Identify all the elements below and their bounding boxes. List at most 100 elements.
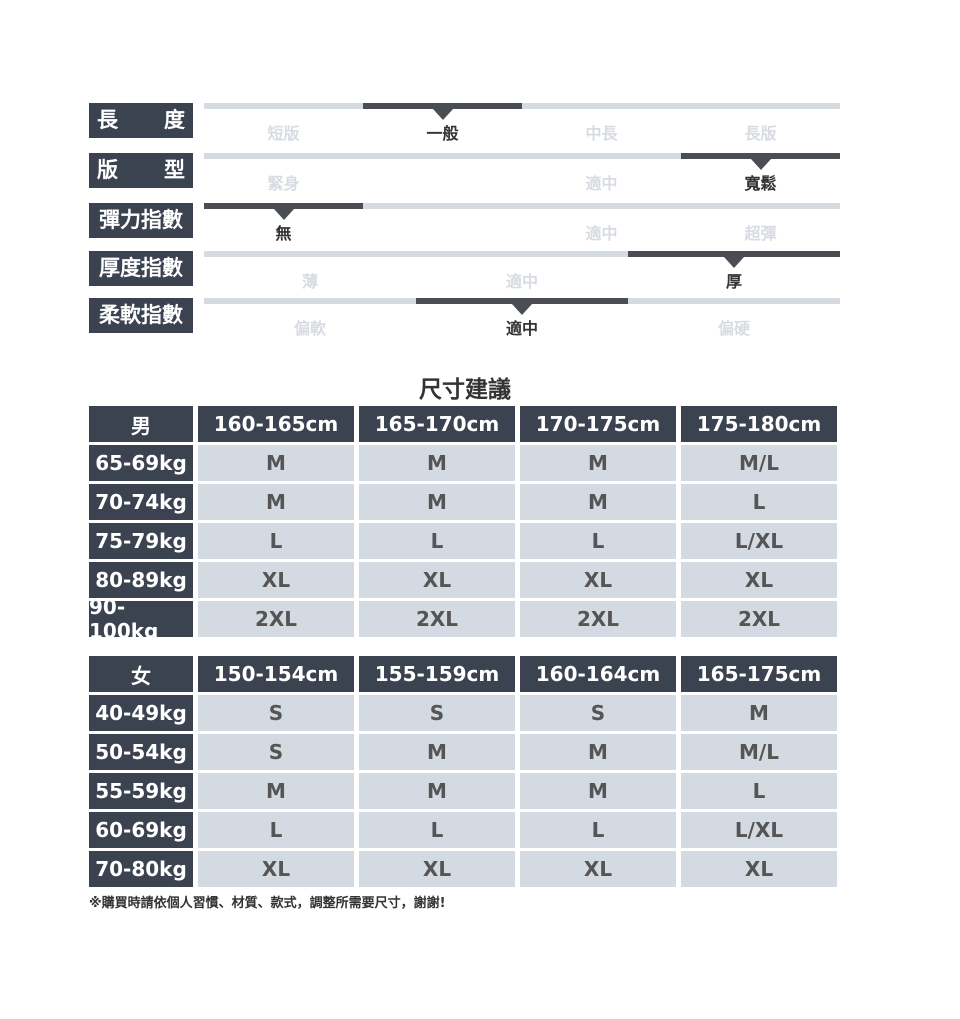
attribute-option: 偏軟	[293, 319, 327, 338]
table-row: 70-74kg M M M L	[89, 484, 837, 520]
weight-label: 65-69kg	[89, 445, 193, 481]
size-cell: M	[520, 773, 676, 809]
height-header: 160-164cm	[520, 656, 676, 692]
selected-segment	[681, 153, 840, 170]
attribute-label: 長度	[89, 103, 193, 138]
selected-segment	[628, 251, 840, 268]
table-row: 90-100kg 2XL 2XL 2XL 2XL	[89, 595, 837, 643]
height-header: 160-165cm	[198, 406, 354, 442]
pointer-triangle-icon	[432, 109, 453, 120]
size-cell: L	[198, 812, 354, 848]
size-cell: S	[198, 695, 354, 731]
selected-segment	[416, 298, 628, 315]
attribute-option: 適中	[505, 319, 539, 338]
attribute-option: 中長	[585, 124, 618, 143]
attribute-option: 超彈	[744, 224, 777, 243]
height-header: 170-175cm	[520, 406, 676, 442]
size-cell: 2XL	[681, 601, 837, 637]
size-cell: 2XL	[359, 601, 515, 637]
table-row: 60-69kg L L L L/XL	[89, 812, 837, 848]
size-cell: L	[681, 773, 837, 809]
attribute-label-text: 型	[164, 158, 185, 182]
size-cell: M	[359, 734, 515, 770]
size-cell: XL	[198, 562, 354, 598]
size-cell: L	[520, 523, 676, 559]
size-cell: L	[198, 523, 354, 559]
attribute-scale-bar	[204, 153, 840, 170]
table-row: 65-69kg M M M M/L	[89, 445, 837, 481]
weight-label: 90-100kg	[89, 595, 193, 643]
weight-label: 75-79kg	[89, 523, 193, 559]
attribute-label-text: 彈力指數	[99, 208, 183, 232]
size-title: 尺寸建議	[419, 377, 511, 403]
attribute-scale-bar	[204, 203, 840, 220]
weight-label: 60-69kg	[89, 812, 193, 848]
size-cell: L	[359, 812, 515, 848]
attribute-label: 柔軟指數	[89, 298, 193, 333]
size-cell: M/L	[681, 445, 837, 481]
pointer-triangle-icon	[750, 159, 771, 170]
size-cell: XL	[359, 562, 515, 598]
attribute-option: 適中	[505, 272, 539, 291]
size-cell: M	[520, 445, 676, 481]
attribute-option: 長版	[744, 124, 777, 143]
size-cell: M	[359, 484, 515, 520]
selected-segment	[363, 103, 522, 120]
table-row: 70-80kg XL XL XL XL	[89, 851, 837, 887]
weight-label: 50-54kg	[89, 734, 193, 770]
attribute-option: 無	[275, 224, 292, 243]
attribute-label-text: 版	[97, 158, 118, 182]
size-cell: L	[359, 523, 515, 559]
attribute-label: 版型	[89, 153, 193, 188]
attribute-option: 一般	[426, 124, 459, 143]
table-row: 55-59kg M M M L	[89, 773, 837, 809]
height-header: 150-154cm	[198, 656, 354, 692]
size-cell: M	[681, 695, 837, 731]
attribute-option: 適中	[585, 174, 618, 193]
gender-label: 男	[89, 406, 193, 442]
weight-label: 55-59kg	[89, 773, 193, 809]
pointer-triangle-icon	[512, 304, 532, 315]
size-cell: M	[520, 734, 676, 770]
size-cell: M/L	[681, 734, 837, 770]
size-table: 男 160-165cm 165-170cm 170-175cm 175-180cm 65-…	[89, 406, 837, 643]
size-cell: XL	[198, 851, 354, 887]
height-header: 165-175cm	[681, 656, 837, 692]
purchase-note: ※購買時請依個人習慣、材質、款式，調整所需要尺寸，謝謝!	[89, 896, 446, 911]
size-cell: 2XL	[520, 601, 676, 637]
attribute-scale-bar	[204, 251, 840, 268]
size-cell: M	[198, 484, 354, 520]
attribute-scale-bar	[204, 103, 840, 120]
size-cell: XL	[520, 562, 676, 598]
height-header: 175-180cm	[681, 406, 837, 442]
attribute-option: 厚	[725, 272, 743, 291]
size-cell: L	[520, 812, 676, 848]
size-table: 女 150-154cm 155-159cm 160-164cm 165-175cm 40-…	[89, 656, 837, 890]
attribute-option: 適中	[585, 224, 618, 243]
attribute-option: 薄	[301, 272, 319, 291]
table-row: 50-54kg S M M M/L	[89, 734, 837, 770]
table-header-row: 女 150-154cm 155-159cm 160-164cm 165-175cm	[89, 656, 837, 692]
size-cell: XL	[359, 851, 515, 887]
size-cell: M	[198, 445, 354, 481]
weight-label: 70-74kg	[89, 484, 193, 520]
selected-segment	[204, 203, 363, 220]
attribute-label-text: 長	[97, 108, 118, 132]
size-cell: M	[198, 773, 354, 809]
pointer-triangle-icon	[724, 257, 744, 268]
weight-label: 40-49kg	[89, 695, 193, 731]
attribute-option: 短版	[267, 124, 300, 143]
attribute-option: 寬鬆	[744, 174, 777, 193]
size-cell: L/XL	[681, 812, 837, 848]
size-cell: M	[359, 773, 515, 809]
size-cell: L	[681, 484, 837, 520]
attribute-label: 厚度指數	[89, 251, 193, 286]
size-cell: M	[520, 484, 676, 520]
table-header-row: 男 160-165cm 165-170cm 170-175cm 175-180cm	[89, 406, 837, 442]
attribute-label: 彈力指數	[89, 203, 193, 238]
size-cell: S	[520, 695, 676, 731]
table-row: 75-79kg L L L L/XL	[89, 523, 837, 559]
height-header: 165-170cm	[359, 406, 515, 442]
attribute-label-text: 柔軟指數	[99, 303, 183, 327]
